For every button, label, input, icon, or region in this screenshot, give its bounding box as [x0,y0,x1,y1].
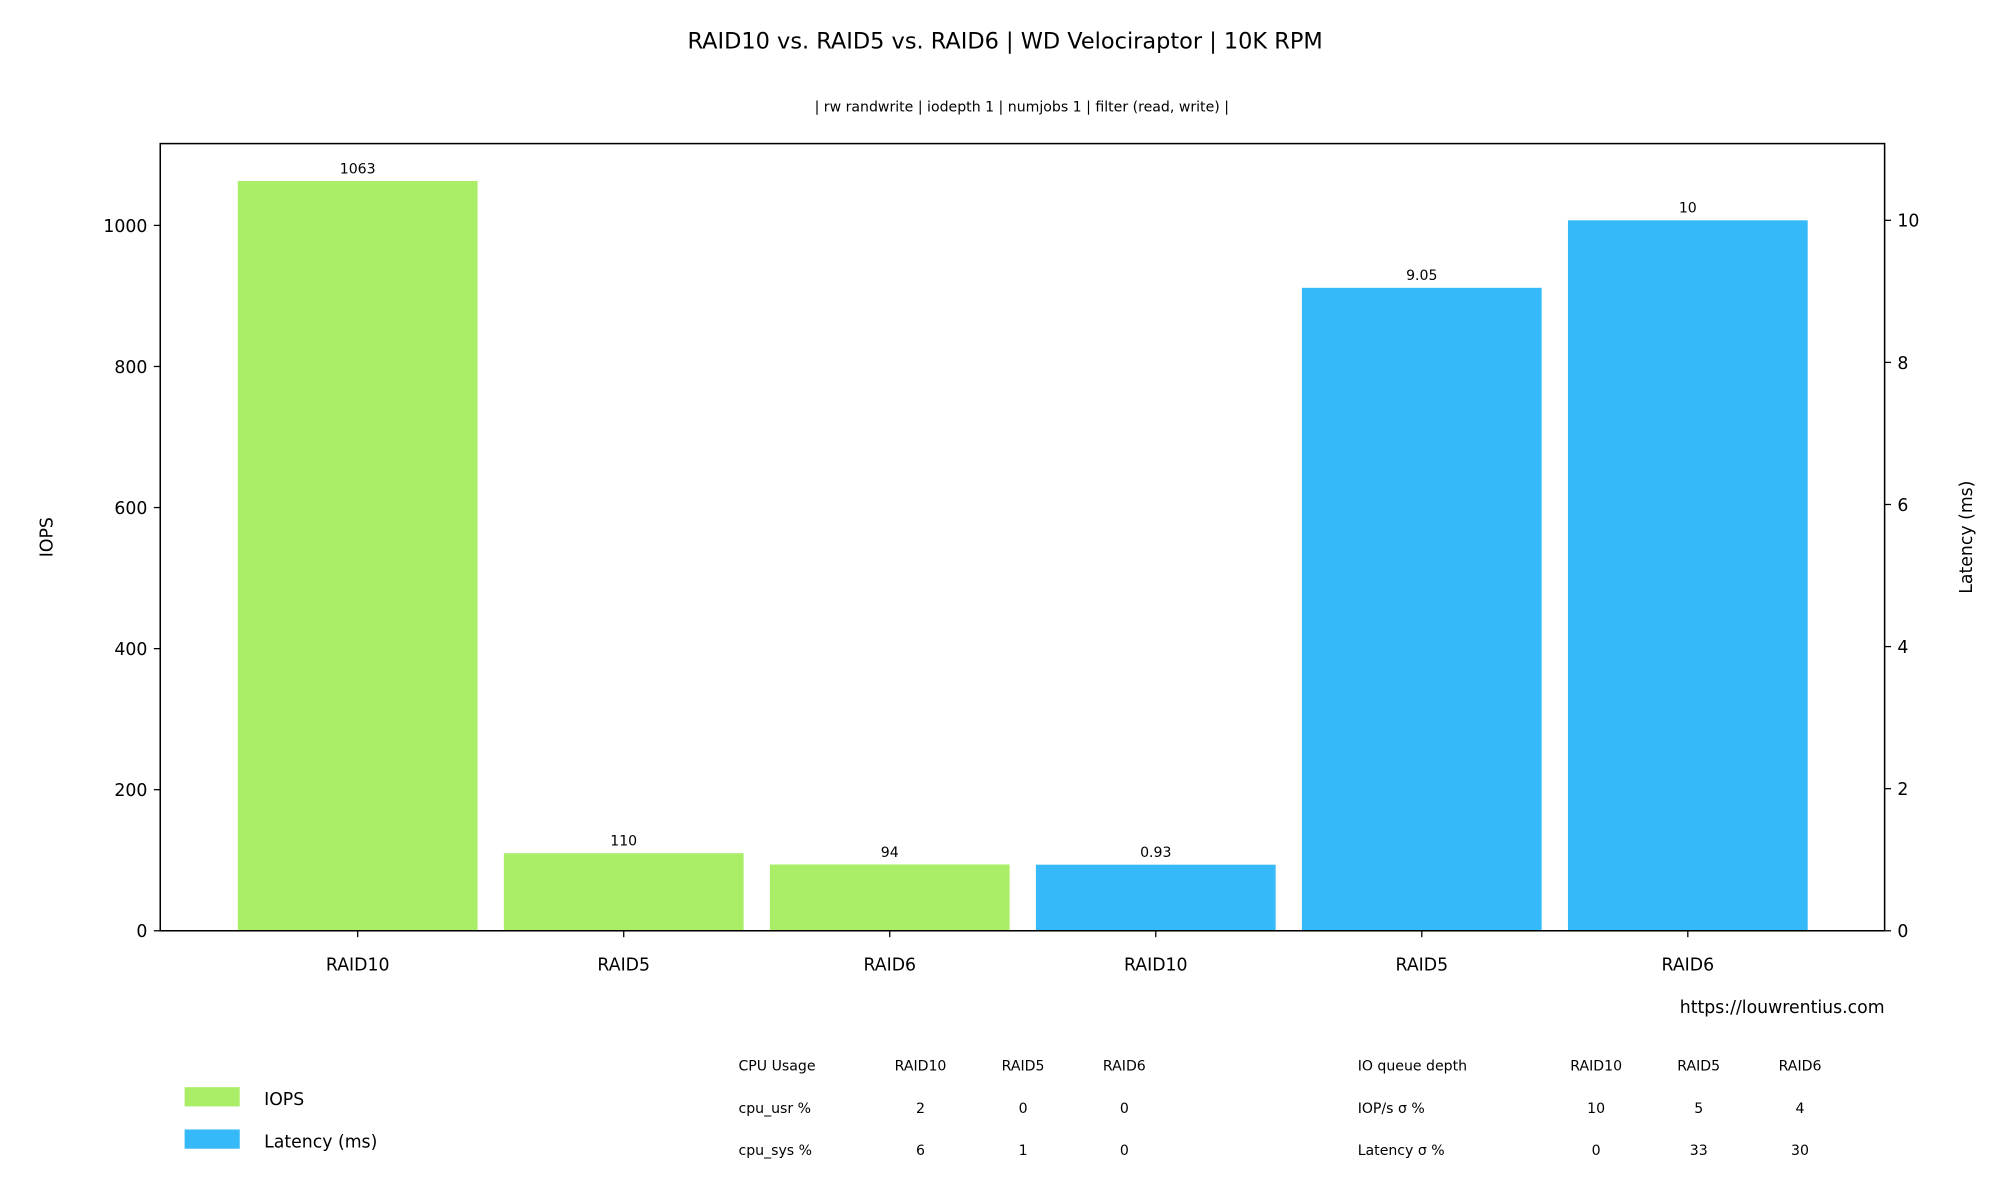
table-cell: 0 [1120,1143,1129,1159]
table-cell: 1 [1019,1143,1028,1159]
table-cell: cpu_usr % [738,1101,811,1117]
table-cell: 33 [1690,1143,1708,1159]
table-cell: 2 [916,1101,925,1117]
legend-label-latency: Latency (ms) [264,1132,377,1152]
table-header-cell: RAID5 [1677,1059,1720,1075]
y2-tick-label: 6 [1897,496,1908,516]
bar-iops-raid6 [769,864,1010,931]
bar-latency-raid5 [1301,287,1542,931]
y2-tick-label: 10 [1897,212,1919,232]
bar-data-label: 0.93 [1140,845,1171,861]
table-header-cell: IO queue depth [1358,1059,1467,1075]
y2-tick-label: 8 [1897,354,1908,374]
y-tick-label: 200 [114,781,147,801]
legend-swatch-iops [184,1087,240,1107]
y2-tick-label: 2 [1897,780,1908,800]
bar-data-label: 110 [610,833,637,849]
x-tick-label: RAID5 [1396,956,1449,976]
cpu-usage-table: CPU Usage RAID10 RAID5 RAID6 cpu_usr % 2 0 0 cpu… [738,1059,1145,1160]
legend-swatch-latency [184,1129,240,1149]
legend: IOPS Latency (ms) [184,1087,377,1152]
table-header-cell: RAID10 [1570,1059,1622,1075]
y2-tick-label: 4 [1897,638,1908,658]
chart-title: RAID10 vs. RAID5 vs. RAID6 | WD Velocira… [688,29,1323,55]
table-cell: 0 [1019,1101,1028,1117]
table-header-cell: RAID5 [1002,1059,1045,1075]
table-cell: cpu_sys % [738,1143,812,1159]
y2-tick-label: 0 [1897,922,1908,942]
x-tick-label: RAID5 [597,956,650,976]
table-cell: 6 [916,1143,925,1159]
bar-data-label: 10 [1679,201,1697,217]
bar-data-label: 9.05 [1406,268,1437,284]
x-tick-label: RAID10 [326,956,390,976]
table-header-cell: RAID6 [1779,1059,1822,1075]
x-tick-label: RAID10 [1124,956,1188,976]
y-tick-label: 0 [136,922,147,942]
io-stats-table: IO queue depth RAID10 RAID5 RAID6 IOP/s σ % 1… [1358,1059,1822,1160]
y-tick-label: 800 [114,358,147,378]
y-tick-label: 600 [114,499,147,519]
x-tick-label: RAID6 [863,956,916,976]
legend-label-iops: IOPS [264,1090,304,1110]
table-header-cell: RAID6 [1103,1059,1146,1075]
y-tick-label: 1000 [103,217,147,237]
y2-axis-label: Latency (ms) [1957,481,1977,594]
table-cell: 5 [1694,1101,1703,1117]
plot-frame [159,142,1886,932]
table-cell: Latency σ % [1358,1143,1445,1159]
table-cell: 0 [1592,1143,1601,1159]
table-header-cell: CPU Usage [738,1059,815,1075]
y-tick-label: 400 [114,640,147,660]
y-axis-label: IOPS [38,517,58,557]
bar-latency-raid10 [1035,864,1276,931]
bar-data-label: 94 [881,845,899,861]
bar-latency-raid6 [1567,220,1808,931]
table-cell: 4 [1796,1101,1805,1117]
table-cell: 0 [1120,1101,1129,1117]
x-tick-label: RAID6 [1662,956,1715,976]
table-header-cell: RAID10 [895,1059,947,1075]
chart-subtitle: | rw randwrite | iodepth 1 | numjobs 1 |… [815,100,1229,116]
bar-iops-raid5 [503,853,744,931]
footer-url: https://louwrentius.com [1680,998,1885,1018]
table-cell: IOP/s σ % [1358,1101,1425,1117]
bar-iops-raid10 [237,180,478,931]
bar-data-label: 1063 [340,161,376,177]
table-cell: 10 [1587,1101,1605,1117]
table-cell: 30 [1791,1143,1809,1159]
